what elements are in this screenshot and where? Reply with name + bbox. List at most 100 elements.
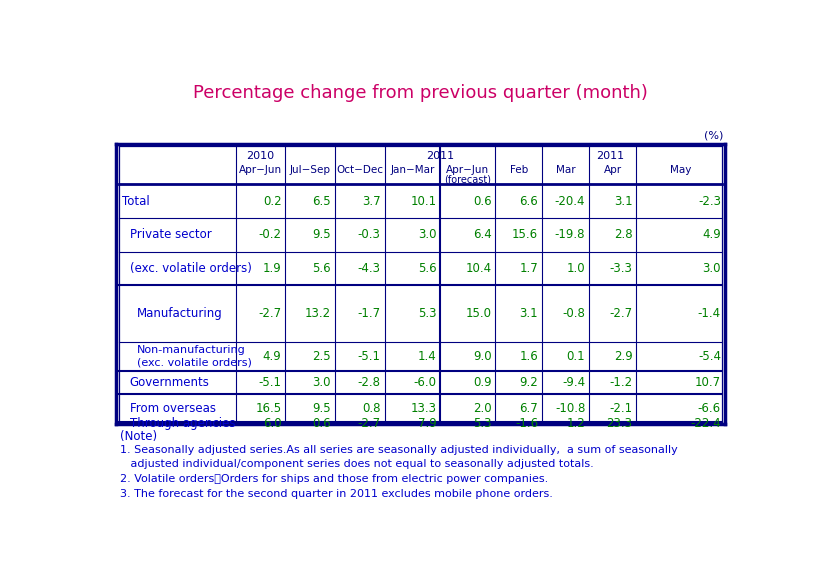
Text: 10.1: 10.1 bbox=[410, 195, 436, 208]
Text: 1.4: 1.4 bbox=[417, 350, 436, 363]
Text: 5.6: 5.6 bbox=[418, 262, 436, 275]
Text: 2011: 2011 bbox=[595, 151, 623, 162]
Text: Jan−Mar: Jan−Mar bbox=[390, 166, 434, 175]
Text: 13.3: 13.3 bbox=[410, 402, 436, 415]
Text: -5.1: -5.1 bbox=[357, 350, 380, 363]
Text: 7.9: 7.9 bbox=[417, 417, 436, 430]
Text: Manufacturing: Manufacturing bbox=[138, 307, 223, 320]
Text: 3. The forecast for the second quarter in 2011 excludes mobile phone orders.: 3. The forecast for the second quarter i… bbox=[120, 489, 552, 498]
Text: adjusted individual/component series does not equal to seasonally adjusted total: adjusted individual/component series doe… bbox=[120, 459, 593, 469]
Text: 3.0: 3.0 bbox=[312, 376, 331, 389]
Text: Oct−Dec: Oct−Dec bbox=[336, 166, 382, 175]
Text: Non-manufacturing: Non-manufacturing bbox=[138, 345, 246, 355]
Text: Mar: Mar bbox=[555, 166, 575, 175]
Text: 23.3: 23.3 bbox=[606, 417, 631, 430]
Text: Percentage change from previous quarter (month): Percentage change from previous quarter … bbox=[192, 84, 647, 102]
Text: Jul−Sep: Jul−Sep bbox=[289, 166, 330, 175]
Text: 1.6: 1.6 bbox=[518, 350, 537, 363]
Text: -5.1: -5.1 bbox=[258, 376, 281, 389]
Text: -4.3: -4.3 bbox=[357, 262, 380, 275]
Text: -2.7: -2.7 bbox=[258, 307, 281, 320]
Text: May: May bbox=[669, 166, 690, 175]
Text: Apr−Jun: Apr−Jun bbox=[446, 166, 489, 175]
Text: 15.0: 15.0 bbox=[465, 307, 491, 320]
Text: -2.8: -2.8 bbox=[357, 376, 380, 389]
Text: 2. Volatile orders：Orders for ships and those from electric power companies.: 2. Volatile orders：Orders for ships and … bbox=[120, 474, 547, 484]
Text: 1.9: 1.9 bbox=[262, 262, 281, 275]
Text: 13.2: 13.2 bbox=[305, 307, 331, 320]
Text: (exc. volatile orders): (exc. volatile orders) bbox=[138, 358, 252, 368]
Text: 9.2: 9.2 bbox=[518, 376, 537, 389]
Text: 0.1: 0.1 bbox=[566, 350, 585, 363]
Text: -5.4: -5.4 bbox=[697, 350, 720, 363]
Text: Through agencies: Through agencies bbox=[129, 417, 235, 430]
Text: 0.6: 0.6 bbox=[312, 417, 331, 430]
Text: 2.9: 2.9 bbox=[613, 350, 631, 363]
Text: -9.4: -9.4 bbox=[562, 376, 585, 389]
Text: 6.7: 6.7 bbox=[518, 402, 537, 415]
Text: 3.0: 3.0 bbox=[702, 262, 720, 275]
Text: Private sector: Private sector bbox=[129, 229, 211, 241]
Text: 1.2: 1.2 bbox=[566, 417, 585, 430]
Text: -1.4: -1.4 bbox=[697, 307, 720, 320]
Text: 6.6: 6.6 bbox=[518, 195, 537, 208]
Text: From overseas: From overseas bbox=[129, 402, 215, 415]
Text: 3.7: 3.7 bbox=[362, 195, 380, 208]
Text: Feb: Feb bbox=[509, 166, 527, 175]
Text: 9.5: 9.5 bbox=[312, 402, 331, 415]
Text: -2.3: -2.3 bbox=[697, 195, 720, 208]
Text: 6.5: 6.5 bbox=[312, 195, 331, 208]
Text: 16.5: 16.5 bbox=[255, 402, 281, 415]
Text: (%): (%) bbox=[703, 131, 722, 141]
Text: (Note): (Note) bbox=[120, 430, 156, 443]
Text: -6.6: -6.6 bbox=[697, 402, 720, 415]
Text: 2.0: 2.0 bbox=[473, 402, 491, 415]
Text: -1.6: -1.6 bbox=[514, 417, 537, 430]
Text: 2010: 2010 bbox=[247, 151, 274, 162]
Text: 9.0: 9.0 bbox=[473, 350, 491, 363]
Text: Apr: Apr bbox=[603, 166, 621, 175]
Text: -2.1: -2.1 bbox=[609, 402, 631, 415]
Text: 10.7: 10.7 bbox=[694, 376, 720, 389]
Text: 0.2: 0.2 bbox=[263, 195, 281, 208]
Text: 4.9: 4.9 bbox=[701, 229, 720, 241]
Text: -10.8: -10.8 bbox=[554, 402, 585, 415]
Text: 15.6: 15.6 bbox=[511, 229, 537, 241]
Text: 0.9: 0.9 bbox=[473, 376, 491, 389]
Text: 5.3: 5.3 bbox=[473, 417, 491, 430]
Text: -1.2: -1.2 bbox=[609, 376, 631, 389]
Text: 1.7: 1.7 bbox=[518, 262, 537, 275]
Text: 2011: 2011 bbox=[425, 151, 454, 162]
Text: Total: Total bbox=[122, 195, 149, 208]
Text: Governments: Governments bbox=[129, 376, 209, 389]
Text: 10.4: 10.4 bbox=[465, 262, 491, 275]
Text: (forecast): (forecast) bbox=[444, 175, 491, 184]
Text: 3.1: 3.1 bbox=[613, 195, 631, 208]
Text: 0.8: 0.8 bbox=[362, 402, 380, 415]
Text: 6.4: 6.4 bbox=[473, 229, 491, 241]
Text: 5.3: 5.3 bbox=[418, 307, 436, 320]
Text: -22.4: -22.4 bbox=[690, 417, 720, 430]
Text: -6.0: -6.0 bbox=[413, 376, 436, 389]
Text: 2.8: 2.8 bbox=[613, 229, 631, 241]
Text: (exc. volatile orders): (exc. volatile orders) bbox=[129, 262, 251, 275]
Text: 6.0: 6.0 bbox=[263, 417, 281, 430]
Text: -2.7: -2.7 bbox=[609, 307, 631, 320]
Text: 1.0: 1.0 bbox=[566, 262, 585, 275]
Text: -3.3: -3.3 bbox=[609, 262, 631, 275]
Text: -19.8: -19.8 bbox=[554, 229, 585, 241]
Text: 5.6: 5.6 bbox=[312, 262, 331, 275]
Text: -1.7: -1.7 bbox=[357, 307, 380, 320]
Text: 2.5: 2.5 bbox=[312, 350, 331, 363]
Text: -2.7: -2.7 bbox=[357, 417, 380, 430]
Text: 3.0: 3.0 bbox=[418, 229, 436, 241]
Text: -0.2: -0.2 bbox=[258, 229, 281, 241]
Text: Apr−Jun: Apr−Jun bbox=[239, 166, 282, 175]
Text: -0.3: -0.3 bbox=[357, 229, 380, 241]
Text: 3.1: 3.1 bbox=[518, 307, 537, 320]
Text: -20.4: -20.4 bbox=[554, 195, 585, 208]
Text: 0.6: 0.6 bbox=[473, 195, 491, 208]
Text: 1. Seasonally adjusted series.As all series are seasonally adjusted individually: 1. Seasonally adjusted series.As all ser… bbox=[120, 445, 676, 455]
Text: -0.8: -0.8 bbox=[562, 307, 585, 320]
Text: 9.5: 9.5 bbox=[312, 229, 331, 241]
